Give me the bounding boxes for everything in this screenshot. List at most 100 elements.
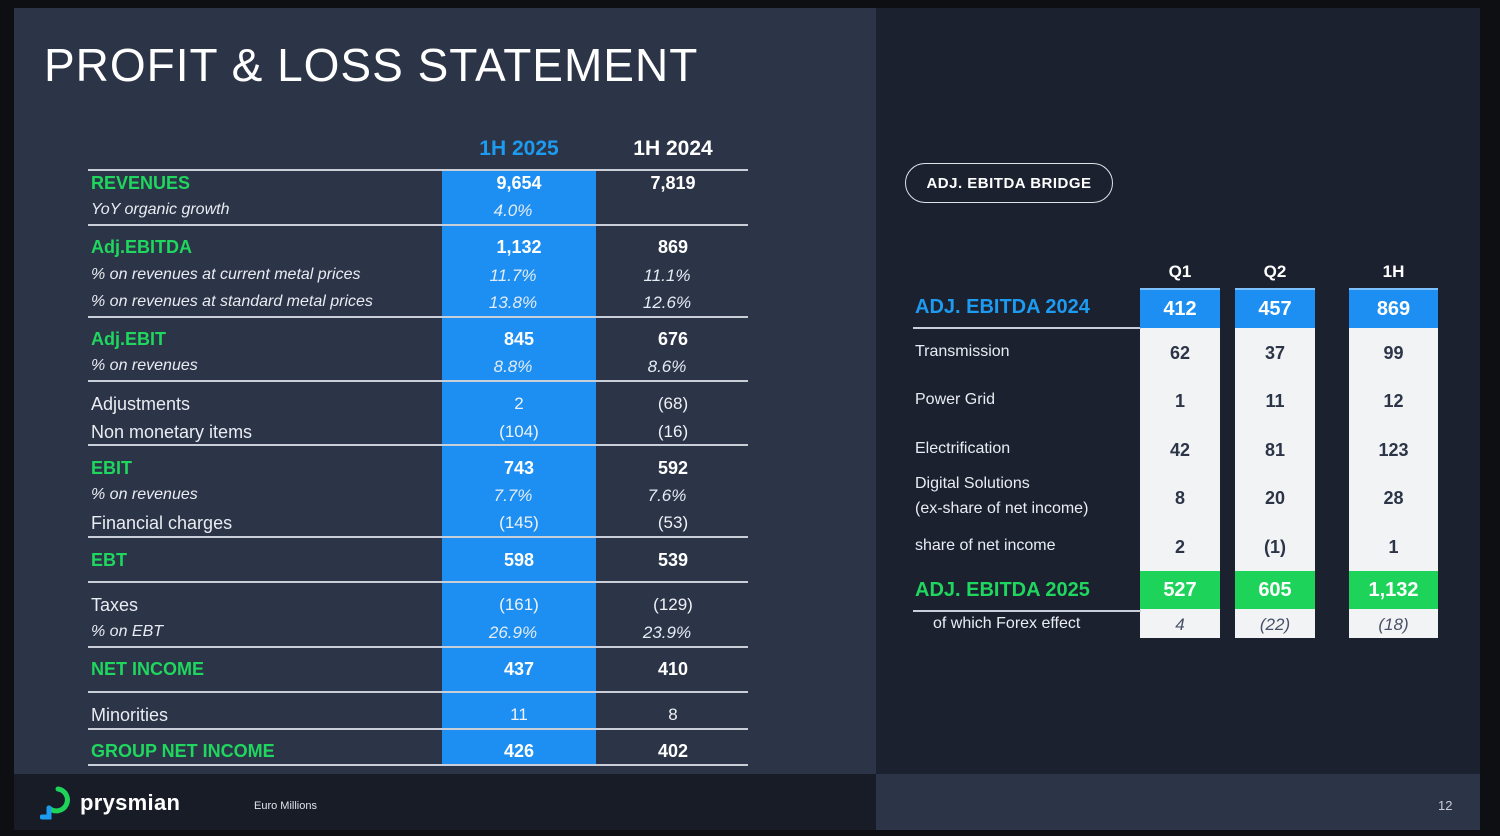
bridge-pill-label: ADJ. EBITDA BRIDGE	[905, 163, 1113, 203]
bridge-share-net-income-q1: 2	[1174, 536, 1185, 557]
bridge-label-forex: of which Forex effect	[933, 615, 1081, 632]
value-tax-pct-prev: 23.9%	[642, 623, 692, 642]
rule	[88, 581, 748, 583]
value-net-income-prev: 410	[657, 659, 689, 679]
value-tax-pct-cur: 26.9%	[488, 623, 538, 642]
row-label-adjustments: Adjustments	[91, 394, 191, 414]
bridge-forex-q1: 4	[1175, 614, 1185, 634]
bridge-label-power-grid: Power Grid	[915, 391, 996, 408]
bridge-start-q1: 412	[1140, 288, 1220, 328]
bridge-forex-q2: (22)	[1259, 614, 1291, 634]
bridge-end-q1: 527	[1140, 571, 1220, 609]
value-revenues-cur: 9,654	[496, 173, 542, 193]
value-ebit-pct-prev: 7.6%	[647, 486, 687, 505]
value-net-income-cur: 437	[503, 659, 535, 679]
rule	[913, 327, 1141, 329]
value-ebitda-standard-metal-cur: 13.8%	[488, 293, 538, 312]
bridge-electrification-q1: 42	[1169, 439, 1191, 460]
page-number: 12	[1438, 798, 1453, 813]
rule	[88, 691, 748, 693]
value-financial-charges-prev: (53)	[657, 513, 689, 532]
bridge-start-label: ADJ. EBITDA 2024	[915, 296, 1090, 318]
bridge-label-share-net-income: share of net income	[915, 537, 1056, 554]
value-non-monetary-prev: (16)	[657, 422, 689, 441]
row-label-non-monetary: Non monetary items	[91, 422, 253, 442]
logo-text: prysmian	[80, 790, 181, 815]
value-ebitda-current-metal-cur: 11.7%	[489, 266, 537, 285]
value-ebt-prev: 539	[657, 550, 689, 570]
bridge-digital-solutions-q1: 8	[1174, 487, 1185, 508]
bridge-col-header-1h: 1H	[1382, 262, 1405, 281]
bridge-end-label: ADJ. EBITDA 2025	[915, 579, 1090, 601]
page-title: PROFIT & LOSS STATEMENT	[44, 39, 699, 91]
value-minorities-cur: 11	[510, 705, 528, 724]
col-header-current: 1H 2025	[479, 137, 559, 160]
row-label-adj-ebit-pct: % on revenues	[91, 357, 198, 374]
bridge-col-header-q1: Q1	[1168, 262, 1192, 281]
bridge-power-grid-q2: 11	[1265, 390, 1285, 411]
bridge-label-transmission: Transmission	[915, 343, 1010, 360]
rule	[913, 610, 1141, 612]
value-yoy-growth-cur: 4.0%	[493, 201, 533, 220]
value-ebit-prev: 592	[657, 458, 689, 478]
value-taxes-cur: (161)	[499, 595, 539, 614]
bridge-power-grid-1h: 12	[1383, 390, 1404, 411]
value-ebitda-current-metal-prev: 11.1%	[643, 266, 691, 285]
row-label-ebit-pct: % on revenues	[91, 486, 198, 503]
bridge-label-electrification: Electrification	[915, 440, 1011, 457]
bridge-power-grid-q1: 1	[1174, 390, 1185, 411]
value-adj-ebit-cur: 845	[503, 329, 535, 349]
value-revenues-prev: 7,819	[650, 173, 696, 193]
rule	[88, 316, 748, 318]
rule	[88, 224, 748, 226]
value-adjustments-cur: 2	[514, 394, 524, 413]
bridge-start-1h: 869	[1349, 288, 1438, 328]
bridge-electrification-1h: 123	[1378, 439, 1409, 460]
value-taxes-prev: (129)	[653, 595, 693, 614]
footer-left	[14, 774, 876, 830]
logo-mark-icon	[40, 786, 70, 820]
bridge-transmission-q2: 37	[1264, 342, 1286, 363]
value-ebit-pct-cur: 7.7%	[493, 486, 533, 505]
row-label-revenues: REVENUES	[91, 173, 191, 193]
bridge-end-q2: 605	[1235, 571, 1315, 609]
row-label-ebit: EBIT	[91, 458, 133, 478]
current-period-highlight	[442, 170, 596, 766]
value-ebit-cur: 743	[503, 458, 535, 478]
bridge-digital-solutions-1h: 28	[1383, 487, 1404, 508]
row-label-minorities: Minorities	[91, 705, 169, 725]
value-ebitda-standard-metal-prev: 12.6%	[642, 293, 692, 312]
units-note: Euro Millions	[254, 800, 317, 812]
bridge-transmission-1h: 99	[1383, 342, 1404, 363]
value-adj-ebit-pct-cur: 8.8%	[493, 357, 533, 376]
value-adj-ebit-pct-prev: 8.6%	[647, 357, 687, 376]
rule	[88, 444, 748, 446]
value-adjustments-prev: (68)	[657, 394, 689, 413]
prysmian-logo: prysmian	[40, 786, 180, 820]
bridge-forex-1h: (18)	[1378, 614, 1409, 634]
row-label-yoy-growth: YoY organic growth	[91, 201, 230, 218]
bridge-col-header-q2: Q2	[1263, 262, 1287, 281]
bridge-label-digital-solutions-note: (ex-share of net income)	[915, 500, 1089, 517]
rule	[88, 764, 748, 766]
rule	[88, 646, 748, 648]
bridge-label-digital-solutions: Digital Solutions	[915, 475, 1030, 492]
rule	[88, 536, 748, 538]
rule	[88, 728, 748, 730]
rule	[88, 380, 748, 382]
row-label-ebt: EBT	[91, 550, 127, 570]
value-financial-charges-cur: (145)	[499, 513, 539, 532]
bridge-electrification-q2: 81	[1264, 439, 1286, 460]
row-label-group-net-income: GROUP NET INCOME	[91, 741, 275, 761]
row-label-adj-ebit: Adj.EBIT	[91, 329, 166, 349]
value-adj-ebitda-prev: 869	[657, 237, 689, 257]
bridge-end-1h: 1,132	[1349, 571, 1438, 609]
row-label-taxes: Taxes	[91, 595, 139, 615]
row-label-financial-charges: Financial charges	[91, 513, 233, 533]
value-adj-ebit-prev: 676	[657, 329, 689, 349]
bridge-digital-solutions-q2: 20	[1264, 487, 1286, 508]
bridge-transmission-q1: 62	[1169, 342, 1191, 363]
bridge-share-net-income-1h: 1	[1388, 536, 1399, 557]
value-group-net-income-cur: 426	[503, 741, 535, 761]
row-label-net-income: NET INCOME	[91, 659, 205, 679]
